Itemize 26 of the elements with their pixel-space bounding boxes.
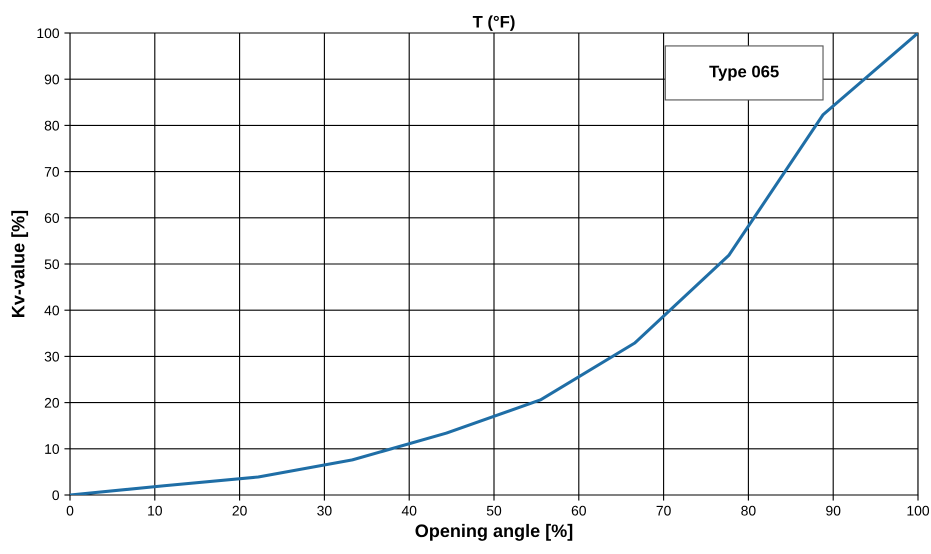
y-tick-label: 40 xyxy=(44,306,60,316)
x-tick-label: 50 xyxy=(486,506,502,516)
y-tick-label: 60 xyxy=(44,213,60,223)
x-tick-label: 60 xyxy=(572,506,586,516)
y-tick-label: 30 xyxy=(44,352,60,362)
x-tick-label: 70 xyxy=(656,506,671,516)
x-tick-label: 40 xyxy=(402,506,416,516)
y-tick-label: 100 xyxy=(37,28,60,38)
annotation: Type 065 xyxy=(709,66,779,81)
y-tick-label: 70 xyxy=(44,166,60,177)
x-tick-label: 90 xyxy=(826,506,840,516)
x-tick-label: 80 xyxy=(741,506,756,516)
y-axis-title: Kv-value [%] xyxy=(11,210,28,317)
x-axis-title: Opening angle [%] xyxy=(416,524,572,541)
x-tick-label: 20 xyxy=(232,506,247,516)
y-tick-label: 90 xyxy=(44,74,60,84)
y-tick-label: 50 xyxy=(44,259,60,270)
x-tick-label: 0 xyxy=(66,506,74,516)
x-tick-label: 30 xyxy=(317,506,332,516)
y-tick-label: 80 xyxy=(44,120,60,131)
y-tick-label: 10 xyxy=(45,444,60,454)
y-tick-label: 0 xyxy=(52,490,60,500)
chart-title: T (°F) xyxy=(472,15,515,31)
x-tick-label: 10 xyxy=(148,506,162,516)
x-tick-label: 100 xyxy=(907,506,930,516)
y-tick-label: 20 xyxy=(44,398,60,408)
